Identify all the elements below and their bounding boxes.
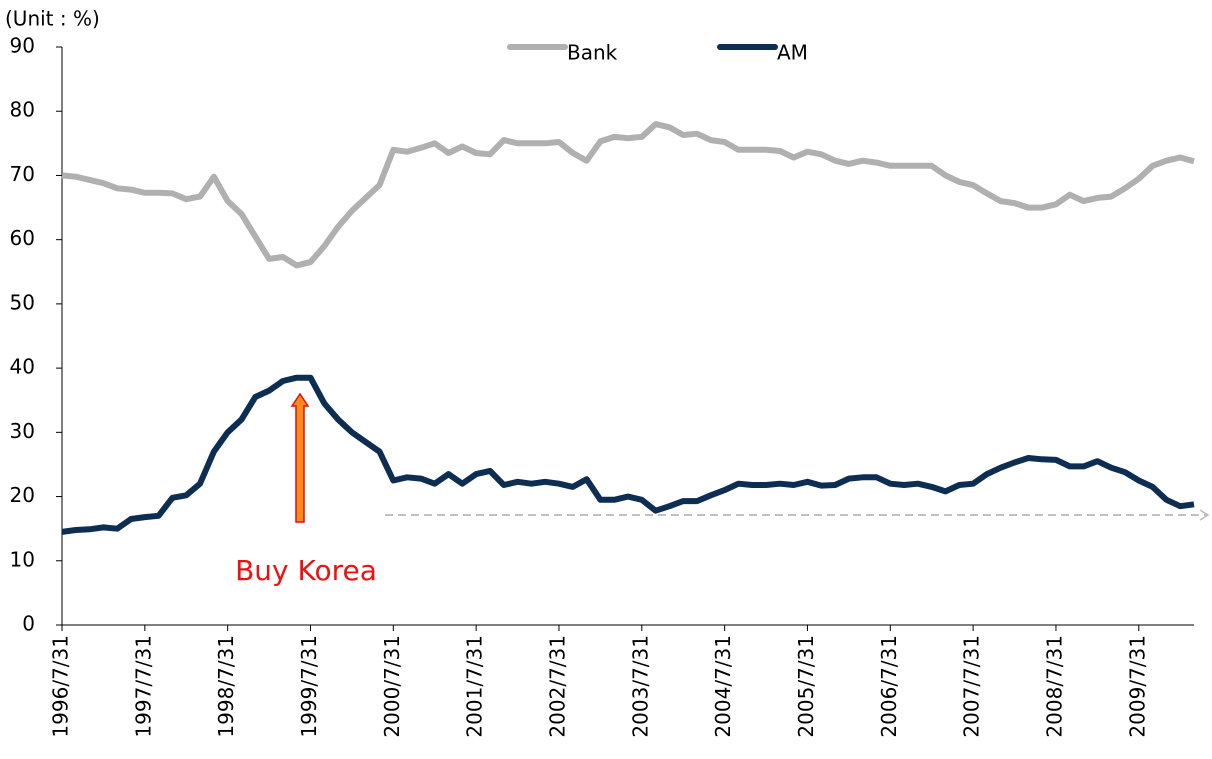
x-tick-label: 2002/7/31 xyxy=(545,635,569,738)
x-tick-label: 2000/7/31 xyxy=(380,635,404,738)
x-tick-label: 2009/7/31 xyxy=(1125,635,1149,738)
x-tick-label: 2001/7/31 xyxy=(463,635,487,738)
x-tick-label: 2006/7/31 xyxy=(877,635,901,738)
x-tick-label: 2008/7/31 xyxy=(1042,635,1066,738)
x-tick-label: 2007/7/31 xyxy=(960,635,984,738)
x-tick-label: 1996/7/31 xyxy=(49,635,73,738)
y-tick-label: 60 xyxy=(10,226,35,250)
x-tick-label: 1997/7/31 xyxy=(131,635,155,738)
x-tick-label: 2004/7/31 xyxy=(711,635,735,738)
buy-korea-arrow xyxy=(290,392,310,523)
y-tick-label: 30 xyxy=(10,419,35,443)
unit-label: (Unit : %) xyxy=(5,7,100,31)
y-tick-label: 10 xyxy=(10,547,35,571)
y-tick-label: 70 xyxy=(10,162,35,186)
series-line xyxy=(61,374,1195,535)
x-tick-label: 1999/7/31 xyxy=(297,635,321,738)
y-tick-label: 20 xyxy=(10,483,35,507)
annotation: Buy Korea xyxy=(235,554,377,587)
y-tick-label: 0 xyxy=(22,612,35,636)
y-tick-label: 90 xyxy=(10,34,35,58)
y-tick-label: 80 xyxy=(10,98,35,122)
y-tick-label: 50 xyxy=(10,290,35,314)
legend-label: Bank xyxy=(567,41,618,65)
x-tick-label: 2005/7/31 xyxy=(794,635,818,738)
x-tick-label: 1998/7/31 xyxy=(214,635,238,738)
legend-label: AM xyxy=(777,41,808,65)
x-tick-label: 2003/7/31 xyxy=(628,635,652,738)
series-line xyxy=(61,121,1195,269)
y-tick-label: 40 xyxy=(10,355,35,379)
